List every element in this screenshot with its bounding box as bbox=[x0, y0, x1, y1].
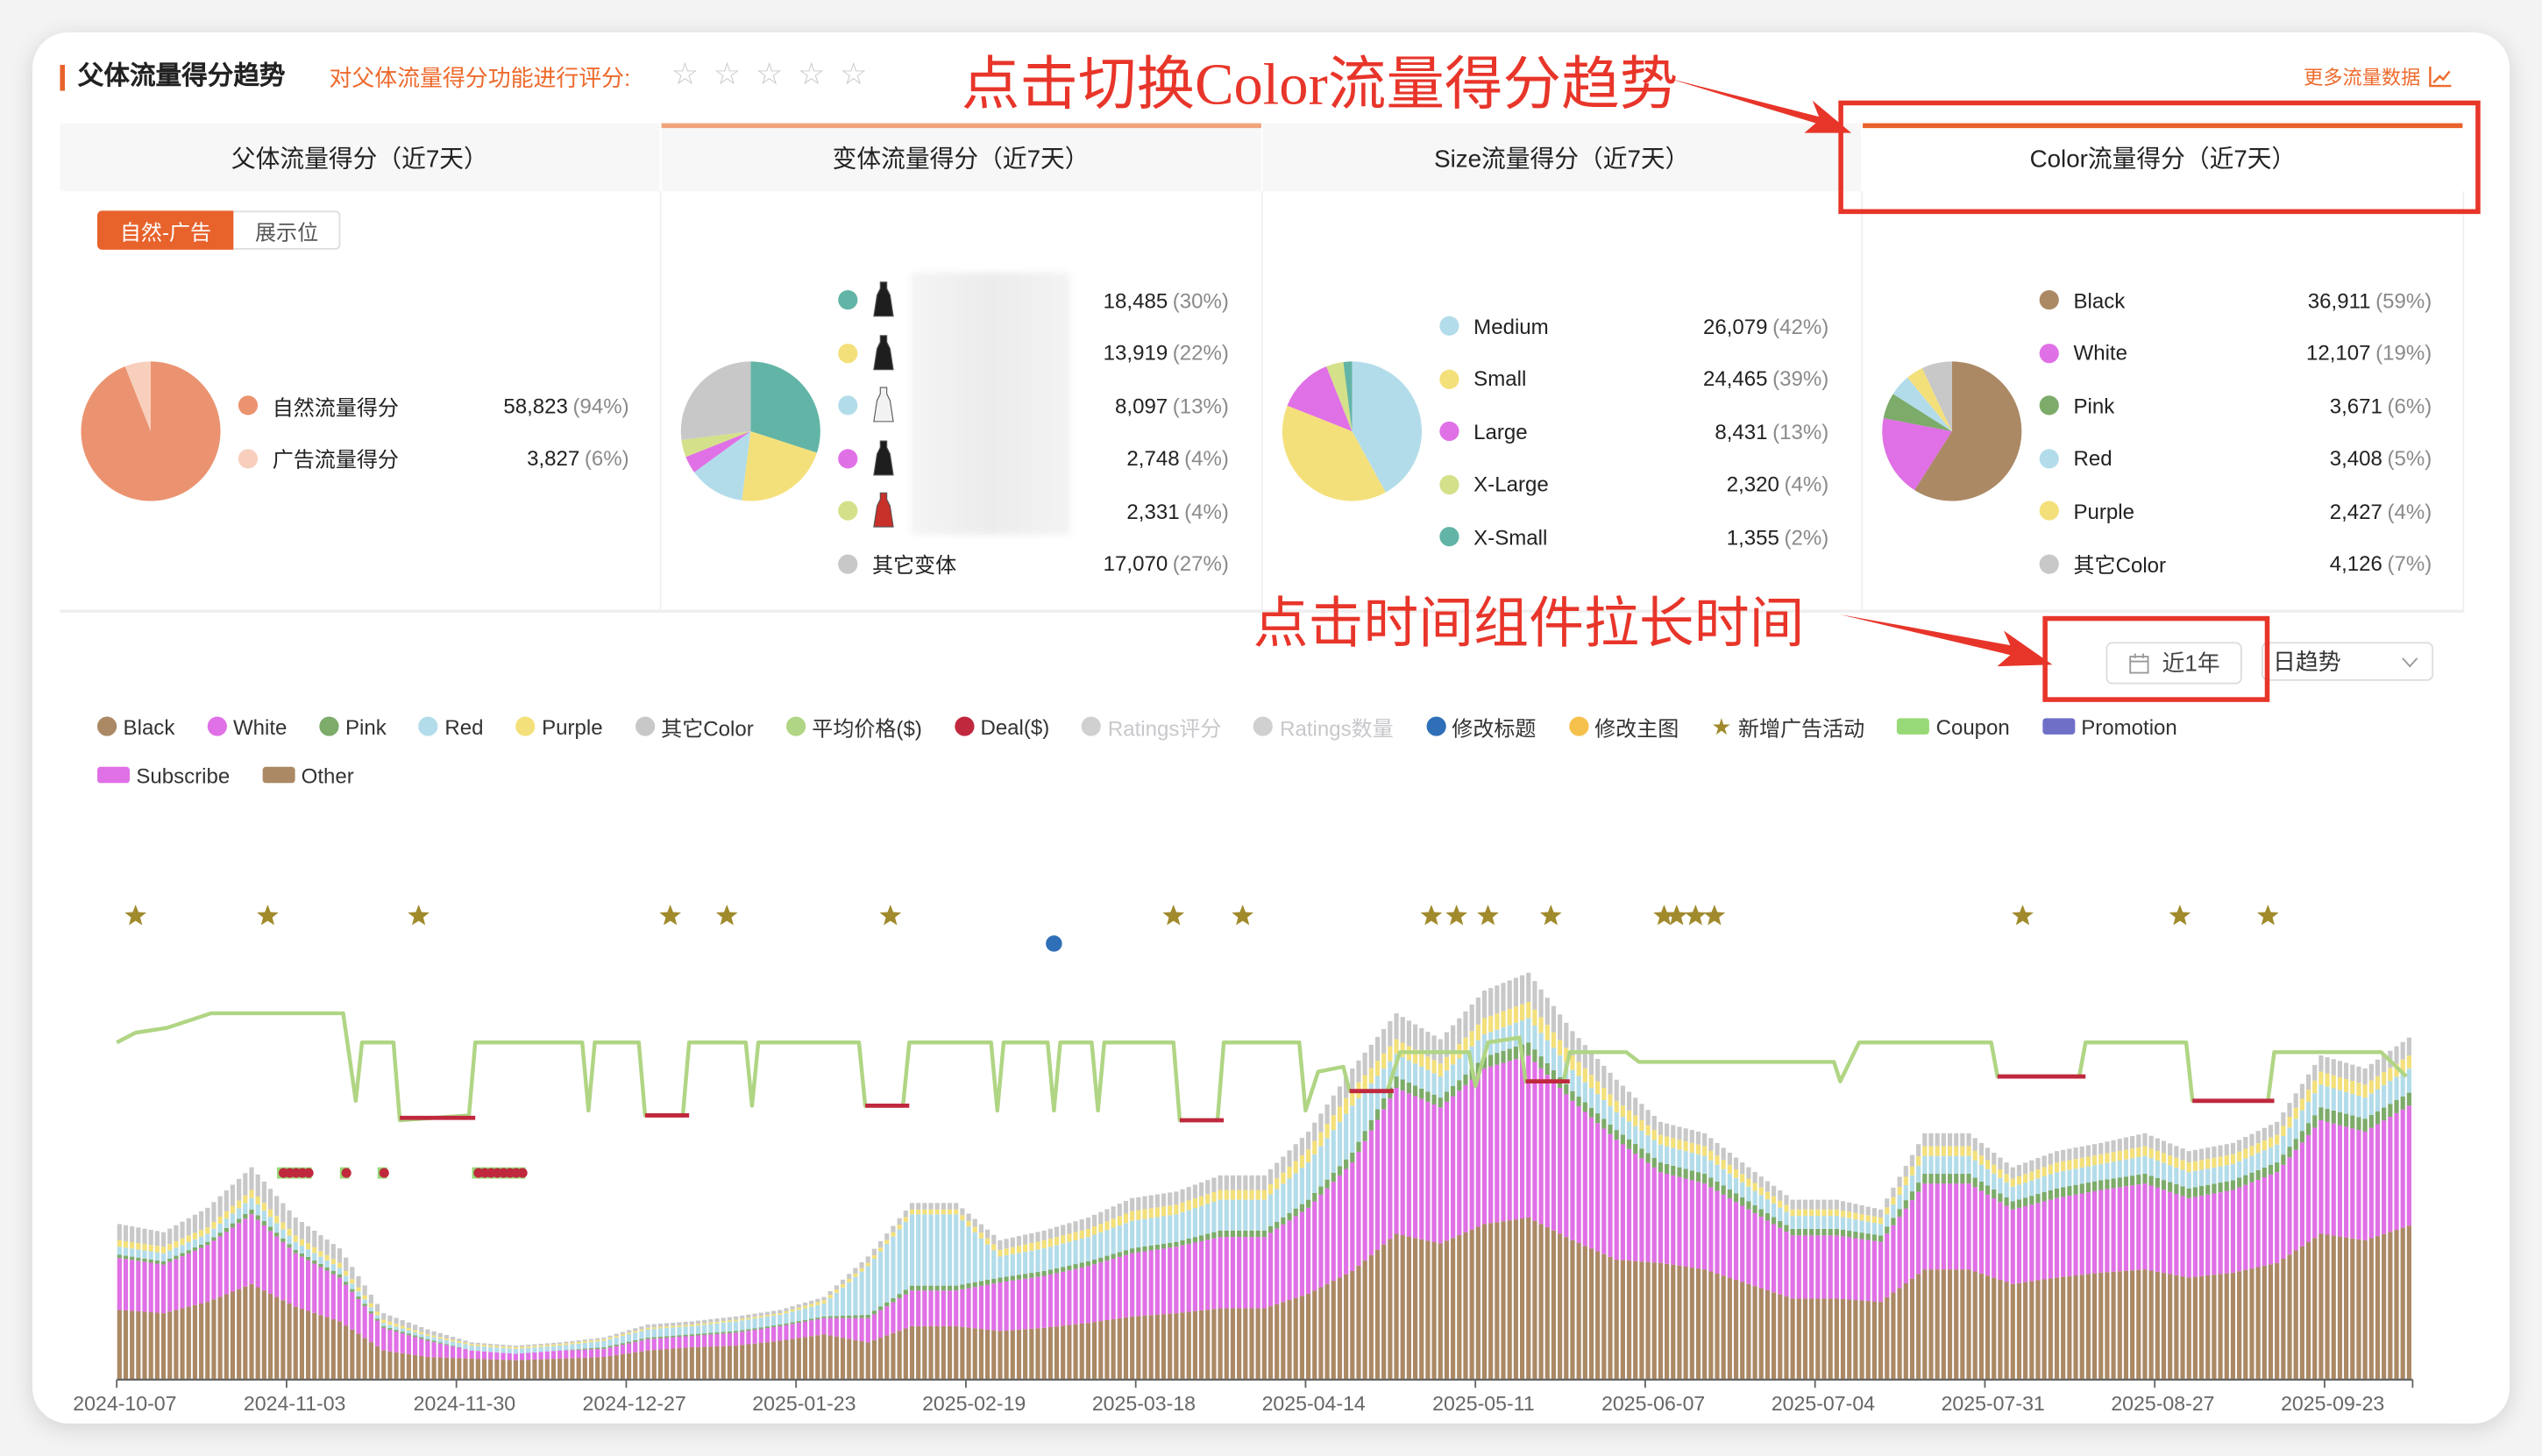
arrow-icon bbox=[1666, 78, 1851, 133]
arrow-icon bbox=[1840, 614, 2052, 666]
